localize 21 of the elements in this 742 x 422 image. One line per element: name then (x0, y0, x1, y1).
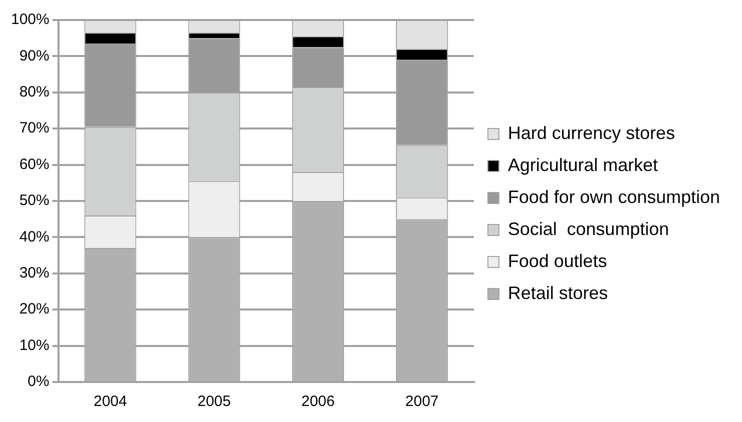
y-tick-label: 100% (10, 11, 50, 28)
legend-label: Agricultural market (508, 154, 658, 175)
legend-label: Retail stores (508, 282, 608, 303)
legend-label: Food outlets (508, 250, 607, 271)
legend-label: Hard currency stores (508, 122, 675, 143)
y-tick-label: 80% (19, 84, 50, 101)
x-tick-label: 2004 (94, 393, 127, 410)
y-tick-label: 50% (19, 192, 50, 210)
x-tick-label: 2006 (301, 393, 335, 410)
y-tick-label: 60% (19, 156, 50, 173)
x-tick-label: 2005 (197, 393, 231, 410)
y-tick-label: 20% (19, 300, 50, 318)
legend-label: Social consumption (508, 218, 669, 239)
y-tick-label: 10% (19, 336, 50, 354)
x-tick-label: 2007 (405, 393, 439, 410)
y-tick-label: 30% (19, 264, 50, 282)
y-tick-label: 70% (19, 120, 50, 137)
y-tick-label: 40% (19, 228, 50, 246)
y-tick-label: 90% (19, 47, 50, 64)
y-tick-label: 0% (28, 373, 50, 390)
legend-label: Food for own consumption (508, 186, 720, 207)
